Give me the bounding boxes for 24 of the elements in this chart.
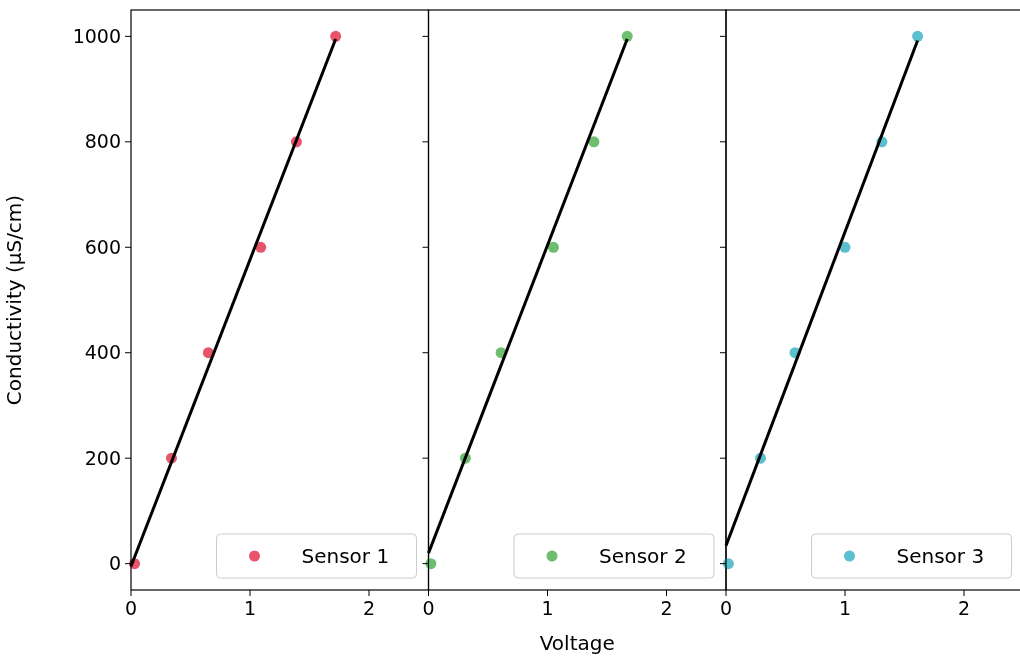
x-tick-label: 0 [719, 597, 733, 619]
x-tick-label: 0 [422, 597, 435, 619]
y-tick-label: 200 [84, 446, 121, 469]
point [912, 30, 924, 42]
y-tick-label: 1000 [72, 25, 121, 48]
x-tick-label: 1 [541, 597, 554, 619]
x-axis-title: Voltage [539, 631, 615, 655]
point [255, 241, 267, 253]
x-tick-label: 2 [362, 597, 376, 619]
point [547, 241, 559, 253]
x-tick-label: 2 [660, 597, 673, 619]
y-tick-label: 800 [84, 130, 121, 153]
y-tick-label: 0 [108, 552, 121, 575]
x-tick-label: 0 [124, 597, 138, 619]
y-tick-label: 400 [84, 341, 121, 364]
y-axis-title: Conductivity (µS/cm) [2, 194, 26, 406]
x-tick-label: 2 [957, 597, 971, 619]
y-tick-label: 600 [84, 235, 121, 258]
legend-label: Sensor 1 [301, 544, 390, 568]
legend-label: Sensor 3 [896, 544, 985, 568]
x-tick-label: 1 [243, 597, 257, 619]
legend-label: Sensor 2 [599, 544, 687, 568]
point [588, 136, 600, 148]
x-tick-label: 1 [838, 597, 852, 619]
